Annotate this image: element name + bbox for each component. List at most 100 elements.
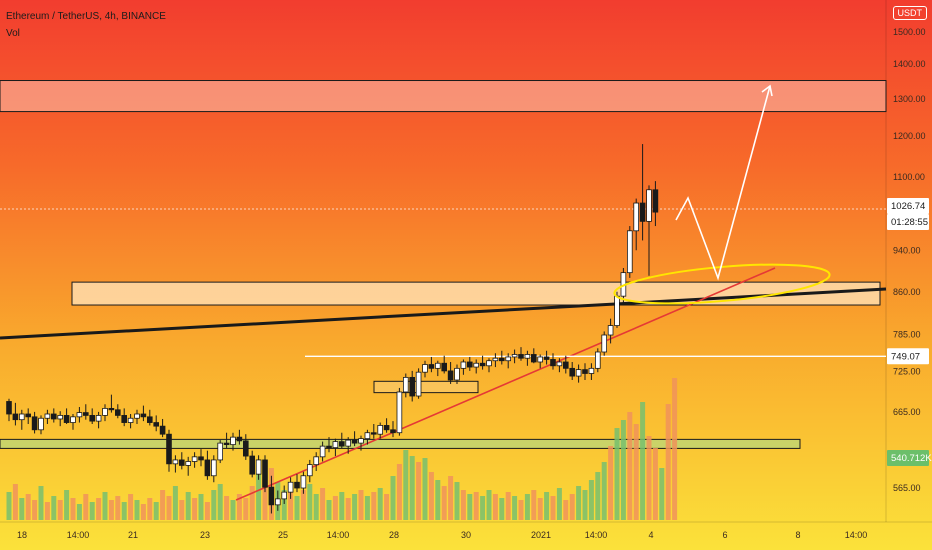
volume-bar — [224, 496, 230, 520]
candle-body — [652, 189, 659, 213]
candle — [146, 409, 153, 426]
volume-bar — [300, 490, 306, 520]
candle — [409, 370, 415, 402]
candle — [345, 437, 351, 454]
candle — [639, 144, 646, 241]
candle-body — [153, 422, 160, 427]
countdown-label: 01:28:55 — [887, 214, 929, 231]
candle — [652, 181, 659, 227]
volume-bar — [140, 504, 146, 520]
volume-bar — [659, 468, 665, 520]
candle-body — [25, 413, 31, 418]
candle-body — [390, 429, 396, 434]
candle-body — [402, 376, 409, 393]
symbol-title: Ethereum / TetherUS, 4h, BINANCE — [6, 11, 166, 22]
volume-bar — [121, 502, 127, 520]
volume-bar — [646, 436, 652, 520]
candle-body — [639, 202, 646, 222]
candle-body — [569, 367, 575, 377]
volume-bar — [390, 476, 396, 520]
volume-bar — [230, 500, 236, 520]
volume-bar — [505, 492, 511, 520]
volume-bar — [384, 494, 390, 520]
currency-badge[interactable]: USDT — [892, 6, 927, 20]
volume-bar — [595, 472, 601, 520]
candle-body — [479, 362, 486, 367]
candle-body — [102, 407, 108, 416]
time-tick-label: 4 — [648, 530, 653, 540]
candle-body — [178, 459, 185, 466]
candle — [627, 226, 633, 278]
volume-bar — [441, 486, 447, 520]
candle — [396, 387, 403, 436]
last-price-label: 1026.74 — [887, 198, 929, 215]
candle — [498, 350, 505, 365]
candle-body — [172, 459, 179, 465]
candle — [358, 435, 364, 451]
candle-body — [537, 356, 543, 363]
candle — [274, 490, 281, 511]
volume-bar — [524, 494, 530, 520]
candle — [57, 411, 63, 427]
volume-bar — [601, 462, 607, 520]
candle — [646, 185, 652, 276]
candle-body — [627, 230, 633, 274]
candle — [556, 358, 563, 373]
candle-body — [108, 407, 115, 411]
volume-bar — [473, 492, 479, 520]
projection-arrowhead — [761, 84, 773, 97]
candle — [588, 363, 595, 380]
candle-body — [255, 459, 262, 475]
candle-body — [396, 391, 403, 434]
candle — [127, 414, 134, 429]
candle — [582, 363, 588, 380]
volume-bar — [19, 498, 25, 520]
candle-body — [230, 436, 236, 446]
candle-body — [134, 413, 140, 419]
volume-bar — [448, 476, 454, 520]
candle-body — [236, 436, 243, 442]
candle-body — [434, 362, 441, 369]
time-tick-label: 18 — [17, 530, 27, 540]
volume-bar — [422, 458, 428, 520]
candle — [89, 408, 96, 424]
volume-bar — [364, 496, 370, 520]
time-tick-label: 6 — [722, 530, 727, 540]
candle-body — [563, 361, 569, 369]
time-tick-label: 14:00 — [67, 530, 90, 540]
candle — [370, 423, 377, 439]
candle-body — [409, 376, 415, 397]
candle — [313, 452, 319, 471]
volume-indicator-label[interactable]: Vol — [6, 28, 20, 39]
candle — [492, 353, 499, 368]
candle-body — [543, 356, 550, 360]
candle — [326, 437, 332, 453]
volume-bar — [153, 502, 159, 520]
candle — [108, 394, 115, 413]
candle — [524, 350, 531, 366]
volume-bar — [640, 402, 646, 520]
candle — [454, 364, 460, 384]
volume-bar — [108, 500, 114, 520]
candle — [63, 408, 70, 424]
volume-bar — [249, 486, 255, 520]
volume-bar — [467, 494, 473, 520]
volume-bar — [217, 484, 223, 520]
volume-bar — [665, 404, 671, 520]
candle-body — [268, 486, 275, 506]
candle-body — [18, 413, 25, 421]
price-tick-label: 940.00 — [893, 245, 921, 255]
candle — [185, 456, 192, 476]
price-tick-label: 1100.00 — [893, 172, 925, 182]
candle — [102, 404, 108, 422]
volume-bar — [614, 428, 620, 520]
candle — [447, 361, 454, 384]
candle — [25, 408, 31, 424]
candle — [76, 407, 83, 423]
candle — [563, 355, 569, 374]
volume-bar — [102, 492, 108, 520]
candle — [230, 432, 236, 451]
support-price-label-bg — [887, 348, 929, 365]
